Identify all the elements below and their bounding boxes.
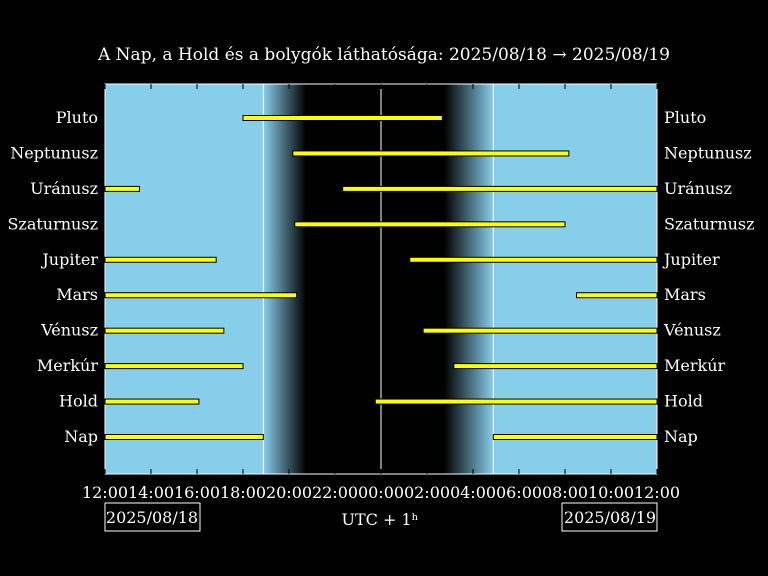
body-label-right: Jupiter bbox=[662, 250, 720, 269]
x-tick-label: 12:00 bbox=[82, 483, 128, 502]
visibility-bar bbox=[104, 327, 225, 334]
visibility-bar bbox=[453, 363, 658, 370]
body-label-right: Pluto bbox=[664, 108, 706, 127]
body-label-right: Merkúr bbox=[664, 356, 726, 375]
visibility-bar bbox=[104, 434, 264, 440]
visibility-bar bbox=[492, 434, 658, 440]
start-date-box bbox=[104, 502, 201, 532]
day-region-left bbox=[105, 84, 264, 474]
day-region-right bbox=[493, 84, 657, 474]
visibility-bar bbox=[292, 150, 570, 157]
x-tick-label: 04:00 bbox=[450, 483, 496, 502]
x-tick-label: 20:00 bbox=[266, 483, 312, 502]
visibility-bar bbox=[104, 256, 217, 263]
end-date-box bbox=[561, 502, 658, 532]
x-tick-label: 18:00 bbox=[220, 483, 266, 502]
visibility-bar bbox=[409, 256, 658, 263]
body-label-left: Nap bbox=[64, 427, 98, 446]
end-date-label: 2025/08/19 bbox=[564, 508, 656, 527]
body-label-left: Neptunusz bbox=[10, 143, 98, 162]
visibility-bar bbox=[242, 115, 443, 121]
visibility-bar bbox=[374, 398, 658, 405]
night-region bbox=[306, 84, 445, 474]
dawn-gradient bbox=[444, 84, 494, 474]
body-label-right: Mars bbox=[664, 285, 706, 304]
body-label-left: Vénusz bbox=[40, 321, 98, 340]
chart-title: A Nap, a Hold és a bolygók láthatósága: … bbox=[97, 45, 670, 65]
visibility-bar bbox=[104, 363, 244, 370]
x-axis-label: UTC + 1ʰ bbox=[341, 510, 418, 529]
body-label-right: Uránusz bbox=[664, 179, 732, 198]
body-label-left: Mars bbox=[56, 285, 98, 304]
x-tick-label: 12:00 bbox=[634, 483, 680, 502]
visibility-bars bbox=[104, 115, 658, 440]
x-tick-label: 16:00 bbox=[174, 483, 220, 502]
body-label-right: Hold bbox=[664, 392, 703, 411]
body-label-right: Szaturnusz bbox=[664, 214, 755, 233]
plot-background bbox=[104, 83, 658, 475]
visibility-bar bbox=[104, 398, 200, 405]
body-label-right: Vénusz bbox=[663, 321, 721, 340]
body-label-left: Uránusz bbox=[30, 179, 98, 198]
body-label-left: Jupiter bbox=[40, 250, 98, 269]
body-label-right: Nap bbox=[664, 427, 698, 446]
visibility-bar bbox=[422, 327, 658, 334]
body-label-left: Pluto bbox=[56, 108, 98, 127]
x-tick-label: 06:00 bbox=[496, 483, 542, 502]
body-label-left: Hold bbox=[59, 392, 98, 411]
visibility-bar bbox=[104, 185, 140, 192]
visibility-bar bbox=[104, 292, 298, 299]
x-tick-label: 00:00 bbox=[358, 483, 404, 502]
x-tick-label: 08:00 bbox=[542, 483, 588, 502]
start-date-label: 2025/08/18 bbox=[106, 508, 198, 527]
x-tick-label: 02:00 bbox=[404, 483, 450, 502]
dusk-gradient bbox=[263, 84, 307, 474]
body-label-left: Merkúr bbox=[37, 356, 99, 375]
body-label-right: Neptunusz bbox=[664, 143, 752, 162]
x-tick-label: 22:00 bbox=[312, 483, 358, 502]
x-tick-label: 10:00 bbox=[588, 483, 634, 502]
visibility-bar bbox=[294, 221, 566, 228]
x-ticks: 12:00 14:00 16:00 18:00 20:00 22:00 00:00 02:00… bbox=[82, 84, 680, 502]
body-labels: Pluto Pluto Neptunusz Neptunusz Uránusz Uránu… bbox=[7, 108, 754, 446]
visibility-bar bbox=[342, 185, 658, 192]
body-label-left: Szaturnusz bbox=[7, 214, 98, 233]
x-tick-label: 14:00 bbox=[128, 483, 174, 502]
visibility-bar bbox=[576, 292, 658, 299]
